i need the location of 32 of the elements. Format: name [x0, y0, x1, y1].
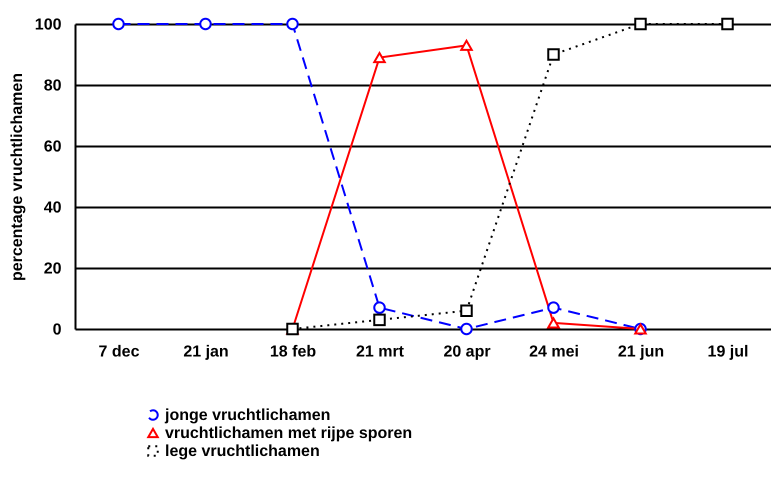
x-tick-label: 18 feb [270, 344, 316, 360]
legend-label: vruchtlichamen met rijpe sporen [165, 425, 412, 442]
legend-label: jonge vruchtlichamen [164, 407, 330, 424]
x-tick-label: 24 mei [529, 344, 579, 360]
x-tick-label: 20 apr [443, 344, 491, 360]
point [112, 18, 125, 30]
y-axis-title: percentage vruchtlichamen [8, 72, 26, 282]
x-tick-label: 21 jan [183, 344, 229, 360]
point [460, 304, 473, 317]
point [547, 48, 560, 61]
x-tick-label: 19 jul [708, 344, 748, 360]
point [286, 18, 299, 30]
x-tick-label: 21 mrt [356, 344, 405, 360]
x-tick-label: 7 dec [98, 344, 140, 360]
y-tick-label: 40 [44, 200, 62, 216]
point [547, 301, 560, 314]
point [721, 18, 734, 30]
legend-label: lege vruchtlichamen [165, 443, 320, 460]
point [373, 301, 386, 314]
point [199, 18, 212, 30]
point [460, 322, 473, 336]
point [547, 317, 560, 328]
y-tick-label: 0 [52, 322, 62, 338]
x-tick-label: 21 jun [618, 344, 664, 360]
y-tick-label: 60 [44, 138, 62, 156]
point [373, 52, 386, 64]
y-tick-label: 100 [34, 16, 62, 34]
point [634, 18, 647, 30]
point [460, 40, 473, 51]
y-tick-label: 20 [44, 260, 62, 278]
point [373, 314, 386, 326]
y-tick-label: 80 [44, 78, 62, 94]
